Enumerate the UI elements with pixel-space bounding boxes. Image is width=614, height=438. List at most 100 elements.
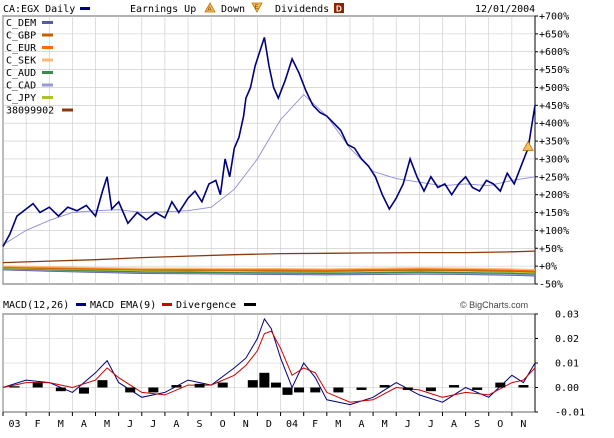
series-line-ca-egx	[2, 37, 536, 247]
series-line-c-aud	[2, 267, 536, 275]
macd-y-tick-label: 0.00	[555, 383, 579, 394]
divergence-bar	[97, 380, 108, 388]
legend-entry-label: C_JPY	[6, 93, 36, 104]
price-y-tick-label: +400%	[539, 119, 569, 130]
symbol-label: CA:EGX Daily	[3, 4, 75, 15]
macd-y-axis: 0.03 0.02 0.01 0.00 -0.01	[535, 310, 585, 419]
x-tick-label: F	[35, 419, 41, 430]
legend-entry-swatch	[42, 58, 53, 62]
divergence-bar	[472, 387, 483, 390]
x-tick-label: F	[312, 419, 318, 430]
legend-entry-swatch	[62, 108, 73, 112]
macd-panel: 0.03 0.02 0.01 0.00 -0.01	[2, 310, 585, 419]
chart-date: 12/01/2004	[475, 4, 535, 15]
legend-entry-swatch	[42, 33, 53, 37]
x-tick-label: 04	[286, 419, 298, 430]
legend-entry-swatch	[42, 21, 53, 24]
divergence-bar	[32, 382, 43, 388]
divergence-bar	[194, 383, 205, 388]
macd-ema-legend-swatch	[162, 303, 172, 306]
price-panel-frame	[2, 15, 536, 285]
macd-series	[2, 317, 536, 406]
x-tick-label: M	[58, 419, 64, 430]
legend-entry-label: 38099902	[6, 106, 54, 117]
series-line-38099902	[2, 250, 536, 264]
divergence-bar	[310, 387, 321, 393]
x-tick-label: 03	[8, 419, 20, 430]
price-y-tick-label: +700%	[539, 12, 569, 23]
series-line-c-gbp	[2, 266, 536, 273]
price-y-tick-label: +450%	[539, 101, 569, 112]
x-tick-label: M	[104, 419, 110, 430]
macd-legend-swatch	[76, 303, 86, 306]
divergence-bar	[148, 387, 159, 393]
divergence-bar	[518, 385, 529, 388]
macd-ema-line	[2, 330, 536, 403]
divergence-bar	[282, 387, 293, 395]
earnings-down-icon: E	[251, 2, 263, 13]
x-tick-label: J	[127, 419, 133, 430]
x-tick-label: O	[220, 419, 226, 430]
price-y-tick-label: +300%	[539, 154, 569, 165]
macd-header: MACD(12,26) MACD EMA(9) Divergence © Big…	[3, 300, 528, 311]
dividend-icon: D	[334, 3, 344, 14]
legend-entry-swatch	[42, 83, 53, 87]
macd-legend-label: MACD(12,26)	[3, 300, 69, 311]
x-tick-label: A	[358, 419, 364, 430]
price-y-tick-label: +500%	[539, 83, 569, 94]
dividends-label: Dividends	[275, 4, 329, 15]
divergence-bar	[55, 387, 66, 392]
macd-grid	[2, 313, 535, 413]
legend-entry-swatch	[42, 71, 53, 74]
price-y-tick-label: -50%	[539, 280, 563, 291]
divergence-bar	[379, 385, 390, 388]
macd-y-tick-label: 0.03	[555, 310, 579, 321]
divergence-bar	[402, 387, 413, 390]
macd-y-tick-label: 0.02	[555, 334, 579, 345]
price-y-tick-label: +200%	[539, 190, 569, 201]
series-line-c-cad	[2, 268, 536, 276]
divergence-bar	[333, 387, 344, 393]
legend-entry-label: C_DEM	[6, 18, 36, 29]
divergence-bar	[78, 387, 89, 394]
divergence-bar	[125, 387, 136, 393]
earnings-up-label: Earnings Up	[130, 4, 196, 15]
macd-ema-legend-label: MACD EMA(9)	[90, 300, 156, 311]
price-y-tick-label: +250%	[539, 172, 569, 183]
series-line-c-eur	[2, 266, 536, 272]
divergence-bar	[425, 387, 436, 392]
price-annotations	[522, 140, 534, 151]
legend-entry-label: C_AUD	[6, 68, 36, 79]
x-tick-label: A	[173, 419, 179, 430]
series-line-c-sek	[2, 265, 536, 271]
legend-entry-swatch	[42, 96, 53, 99]
x-tick-label: M	[382, 419, 388, 430]
price-grid	[2, 15, 535, 285]
price-y-tick-label: +100%	[539, 226, 569, 237]
divergence-bar	[259, 372, 270, 388]
x-tick-label: O	[497, 419, 503, 430]
legend-entry-swatch	[42, 46, 53, 49]
down-label: Down	[221, 4, 245, 15]
price-y-tick-label: +600%	[539, 47, 569, 58]
x-tick-label: J	[428, 419, 434, 430]
macd-y-tick-label: -0.01	[555, 408, 585, 419]
divergence-legend-label: Divergence	[176, 300, 236, 311]
x-tick-label: S	[197, 419, 203, 430]
macd-line	[2, 317, 536, 406]
price-y-tick-label: +650%	[539, 29, 569, 40]
chart-header: CA:EGX Daily Earnings Up A Down E Divide…	[3, 2, 535, 15]
legend-entry-label: C_SEK	[6, 56, 36, 67]
svg-text:A: A	[208, 7, 212, 13]
price-y-tick-label: +50%	[539, 244, 563, 255]
price-series	[2, 37, 536, 277]
price-panel: +700% +650% +600% +550% +500% +450% +400% +350%…	[2, 12, 569, 291]
x-tick-label: A	[451, 419, 457, 430]
price-y-tick-label: +0%	[539, 262, 557, 273]
series-line-c-dem	[2, 269, 536, 277]
divergence-bar	[495, 382, 506, 388]
divergence-bar	[171, 385, 182, 388]
x-tick-label: M	[335, 419, 341, 430]
